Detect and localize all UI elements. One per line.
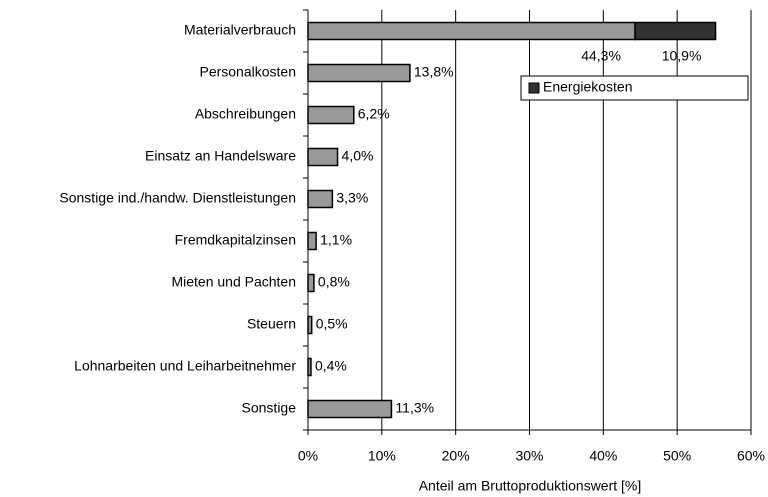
bar bbox=[634, 21, 717, 41]
value-label: 1,1% bbox=[320, 232, 352, 248]
bar bbox=[307, 21, 636, 41]
y-tick-label: Mieten und Pachten bbox=[171, 274, 296, 290]
x-tick-label: 60% bbox=[737, 448, 765, 464]
y-tick-label: Einsatz an Handelsware bbox=[145, 148, 296, 164]
value-label: 11,3% bbox=[395, 400, 434, 416]
bar bbox=[307, 63, 411, 83]
value-label: 0,4% bbox=[315, 358, 347, 374]
y-tick-label: Materialverbrauch bbox=[184, 22, 296, 38]
legend-swatch bbox=[528, 82, 540, 94]
x-tick-label: 10% bbox=[368, 448, 396, 464]
y-tick-label: Personalkosten bbox=[199, 64, 296, 80]
value-label: 0,5% bbox=[316, 316, 348, 332]
value-label: 3,3% bbox=[336, 190, 368, 206]
bar bbox=[307, 357, 312, 377]
bar bbox=[307, 189, 334, 209]
x-tick-label: 30% bbox=[515, 448, 543, 464]
y-tick-label: Abschreibungen bbox=[195, 106, 296, 122]
x-axis-title: Anteil am Bruttoproduktionswert [%] bbox=[419, 478, 642, 494]
y-tick-label: Steuern bbox=[247, 316, 296, 332]
value-label: 10,9% bbox=[662, 48, 702, 64]
bar bbox=[307, 315, 313, 335]
value-label: 4,0% bbox=[342, 148, 374, 164]
bar bbox=[307, 399, 393, 419]
bar bbox=[307, 273, 315, 293]
y-tick-label: Lohnarbeiten und Leiharbeitnehmer bbox=[74, 358, 296, 374]
bar bbox=[307, 105, 355, 125]
legend-label: Energiekosten bbox=[543, 79, 633, 95]
y-tick-label: Fremdkapitalzinsen bbox=[175, 232, 296, 248]
legend-box bbox=[520, 75, 749, 101]
x-tick-label: 0% bbox=[298, 448, 318, 464]
bar bbox=[307, 147, 339, 167]
y-tick-label: Sonstige ind./handw. Dienstleistungen bbox=[59, 190, 296, 206]
y-tick-label: Sonstige bbox=[242, 400, 297, 416]
x-tick-label: 40% bbox=[589, 448, 617, 464]
value-label: 13,8% bbox=[414, 64, 454, 80]
x-tick-label: 20% bbox=[442, 448, 470, 464]
value-label: 44,3% bbox=[581, 48, 621, 64]
value-label: 6,2% bbox=[358, 106, 390, 122]
bar bbox=[307, 231, 317, 251]
x-tick-label: 50% bbox=[663, 448, 691, 464]
value-label: 0,8% bbox=[318, 274, 350, 290]
